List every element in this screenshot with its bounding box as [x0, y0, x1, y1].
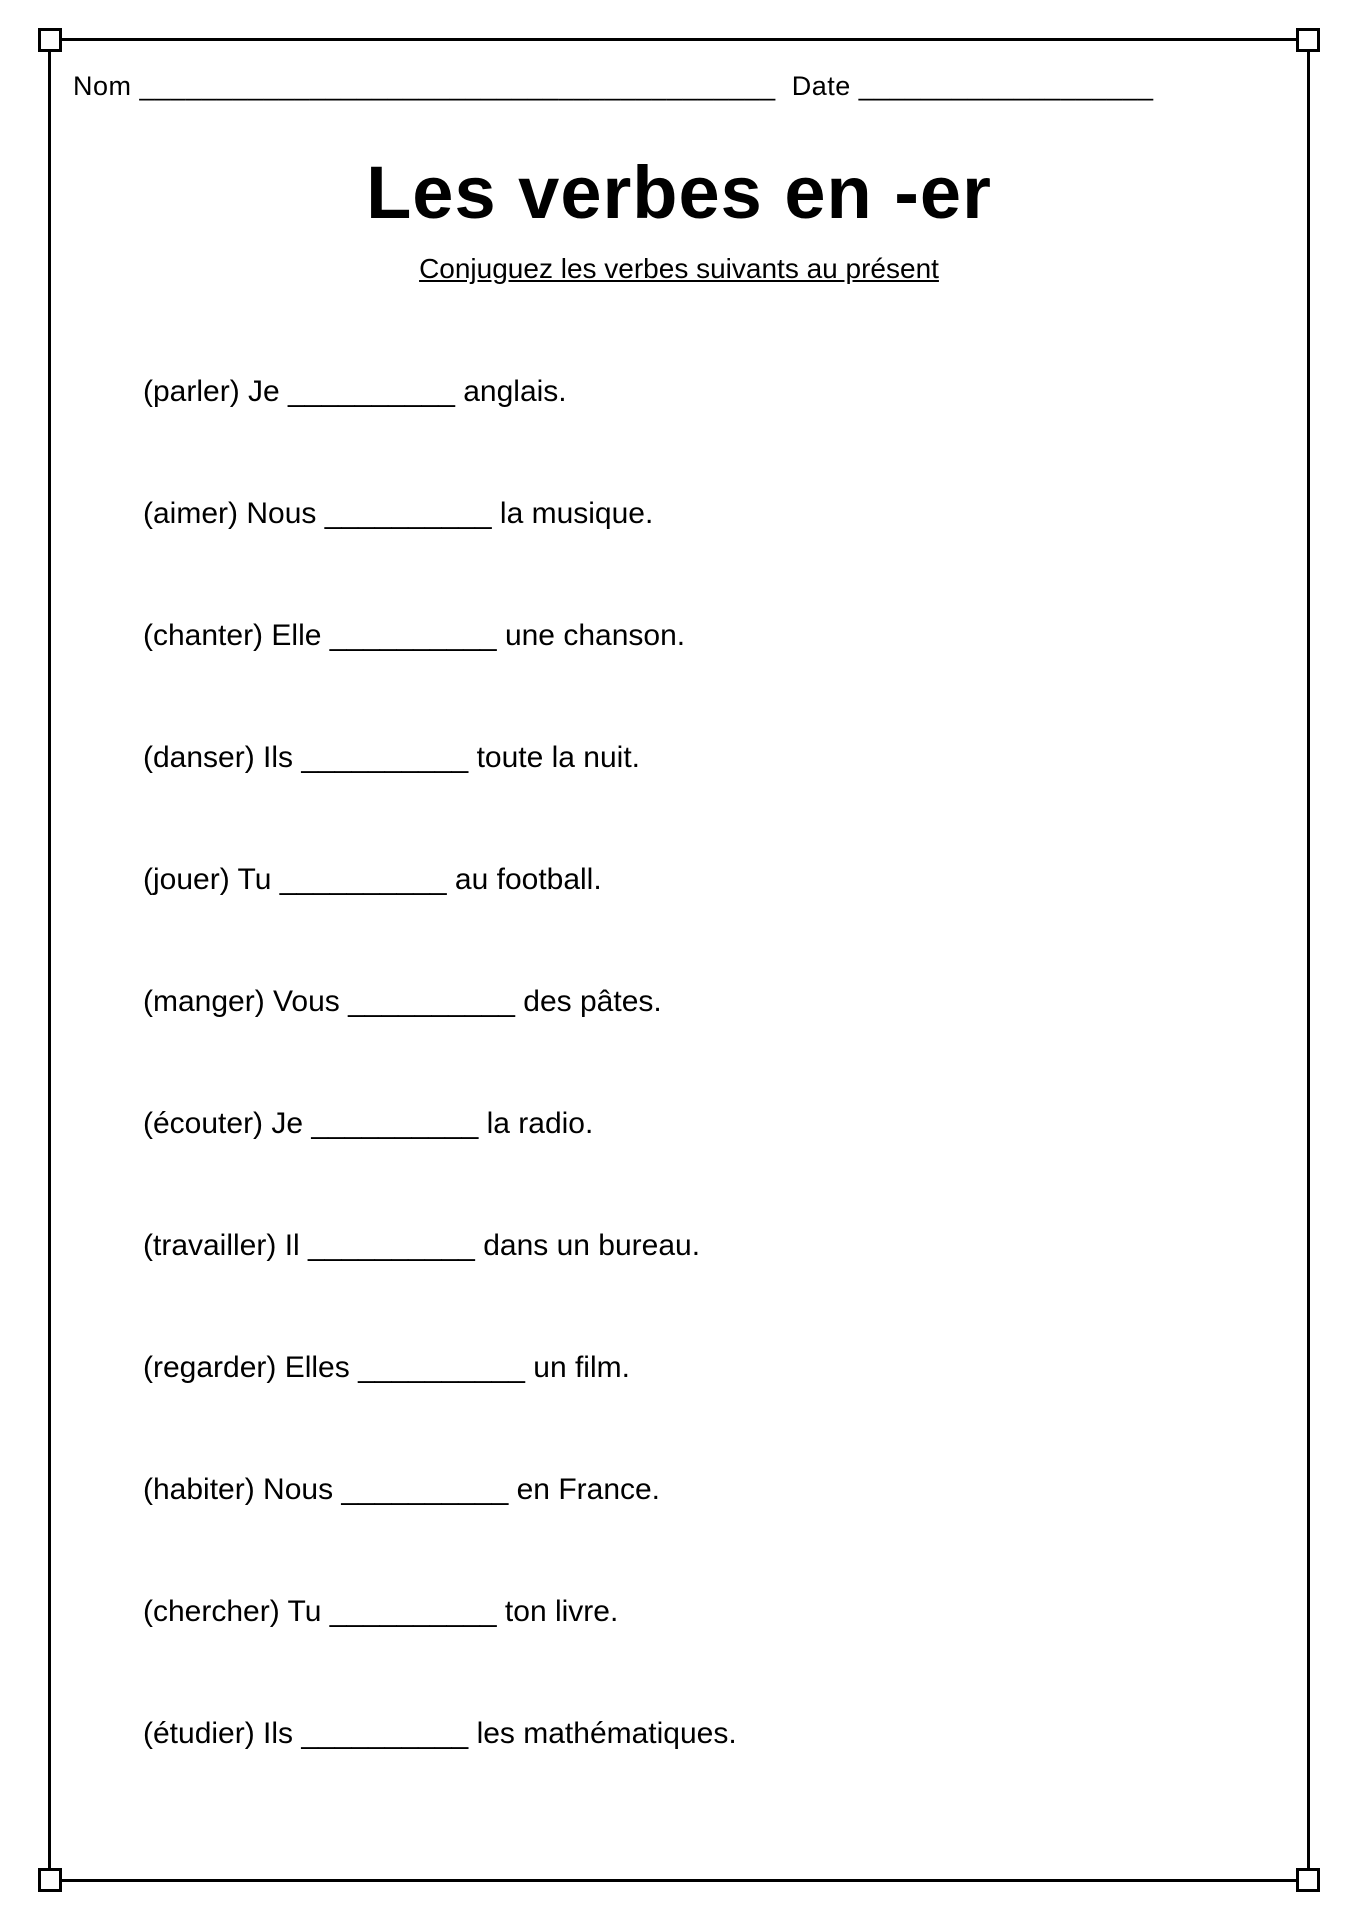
worksheet-content: Nom ____________________________________… [69, 65, 1289, 1855]
date-label: Date [776, 71, 851, 102]
exercise-subject: Vous [273, 985, 340, 1018]
exercise-verb: (étudier) [143, 1717, 263, 1750]
exercise-blank[interactable]: __________ [340, 985, 524, 1018]
exercise-rest: les mathématiques. [477, 1717, 737, 1750]
exercise-blank[interactable]: __________ [280, 375, 464, 408]
exercise-subject: Je [271, 1107, 303, 1140]
corner-top-left [38, 28, 62, 52]
exercise-subject: Elles [285, 1351, 350, 1384]
exercise-verb: (manger) [143, 985, 273, 1018]
exercise-blank[interactable]: __________ [316, 497, 500, 530]
exercise-blank[interactable]: __________ [293, 1717, 477, 1750]
exercise-subject: Je [248, 375, 280, 408]
exercise-blank[interactable]: __________ [350, 1351, 534, 1384]
exercise-rest: des pâtes. [523, 985, 661, 1018]
exercise-subject: Elle [271, 619, 321, 652]
exercise-blank[interactable]: __________ [333, 1473, 517, 1506]
exercise-line: (habiter) Nous __________ en France. [143, 1473, 1249, 1507]
exercise-subject: Ils [263, 741, 293, 774]
exercise-subject: Nous [263, 1473, 333, 1506]
exercise-subject: Tu [237, 863, 271, 896]
exercise-line: (regarder) Elles __________ un film. [143, 1351, 1249, 1385]
exercise-line: (aimer) Nous __________ la musique. [143, 497, 1249, 531]
exercise-verb: (chanter) [143, 619, 271, 652]
exercise-list: (parler) Je __________ anglais. (aimer) N… [143, 375, 1249, 1751]
exercise-verb: (travailler) [143, 1229, 285, 1262]
exercise-verb: (écouter) [143, 1107, 271, 1140]
exercise-subject: Tu [288, 1595, 322, 1628]
corner-top-right [1296, 28, 1320, 52]
exercise-rest: anglais. [463, 375, 566, 408]
exercise-line: (travailler) Il __________ dans un burea… [143, 1229, 1249, 1263]
exercise-rest: une chanson. [505, 619, 685, 652]
exercise-line: (danser) Ils __________ toute la nuit. [143, 741, 1249, 775]
exercise-line: (manger) Vous __________ des pâtes. [143, 985, 1249, 1019]
exercise-verb: (aimer) [143, 497, 246, 530]
date-blank[interactable]: ___________________ [851, 71, 1154, 102]
exercise-rest: un film. [533, 1351, 630, 1384]
exercise-rest: au football. [455, 863, 602, 896]
exercise-line: (chanter) Elle __________ une chanson. [143, 619, 1249, 653]
exercise-blank[interactable]: __________ [303, 1107, 487, 1140]
name-label: Nom [73, 71, 132, 102]
page-border: Nom ____________________________________… [48, 38, 1310, 1882]
exercise-subject: Ils [263, 1717, 293, 1750]
worksheet-title: Les verbes en -er [69, 150, 1289, 235]
corner-bottom-right [1296, 1868, 1320, 1892]
exercise-line: (parler) Je __________ anglais. [143, 375, 1249, 409]
exercise-blank[interactable]: __________ [300, 1229, 484, 1262]
exercise-rest: la musique. [500, 497, 653, 530]
exercise-verb: (parler) [143, 375, 248, 408]
exercise-subject: Nous [246, 497, 316, 530]
exercise-verb: (chercher) [143, 1595, 288, 1628]
exercise-rest: en France. [517, 1473, 660, 1506]
name-date-line: Nom ____________________________________… [73, 71, 1289, 102]
exercise-blank[interactable]: __________ [321, 1595, 505, 1628]
exercise-line: (jouer) Tu __________ au football. [143, 863, 1249, 897]
exercise-rest: la radio. [487, 1107, 594, 1140]
worksheet-subtitle: Conjuguez les verbes suivants au présent [69, 253, 1289, 285]
exercise-subject: Il [285, 1229, 300, 1262]
exercise-line: (chercher) Tu __________ ton livre. [143, 1595, 1249, 1629]
name-blank[interactable]: ________________________________________… [132, 71, 776, 102]
exercise-line: (écouter) Je __________ la radio. [143, 1107, 1249, 1141]
exercise-rest: ton livre. [505, 1595, 618, 1628]
exercise-rest: dans un bureau. [483, 1229, 700, 1262]
exercise-verb: (jouer) [143, 863, 237, 896]
exercise-line: (étudier) Ils __________ les mathématiqu… [143, 1717, 1249, 1751]
exercise-verb: (habiter) [143, 1473, 263, 1506]
exercise-blank[interactable]: __________ [293, 741, 477, 774]
exercise-rest: toute la nuit. [477, 741, 640, 774]
exercise-blank[interactable]: __________ [321, 619, 505, 652]
exercise-blank[interactable]: __________ [271, 863, 455, 896]
exercise-verb: (regarder) [143, 1351, 285, 1384]
corner-bottom-left [38, 1868, 62, 1892]
exercise-verb: (danser) [143, 741, 263, 774]
